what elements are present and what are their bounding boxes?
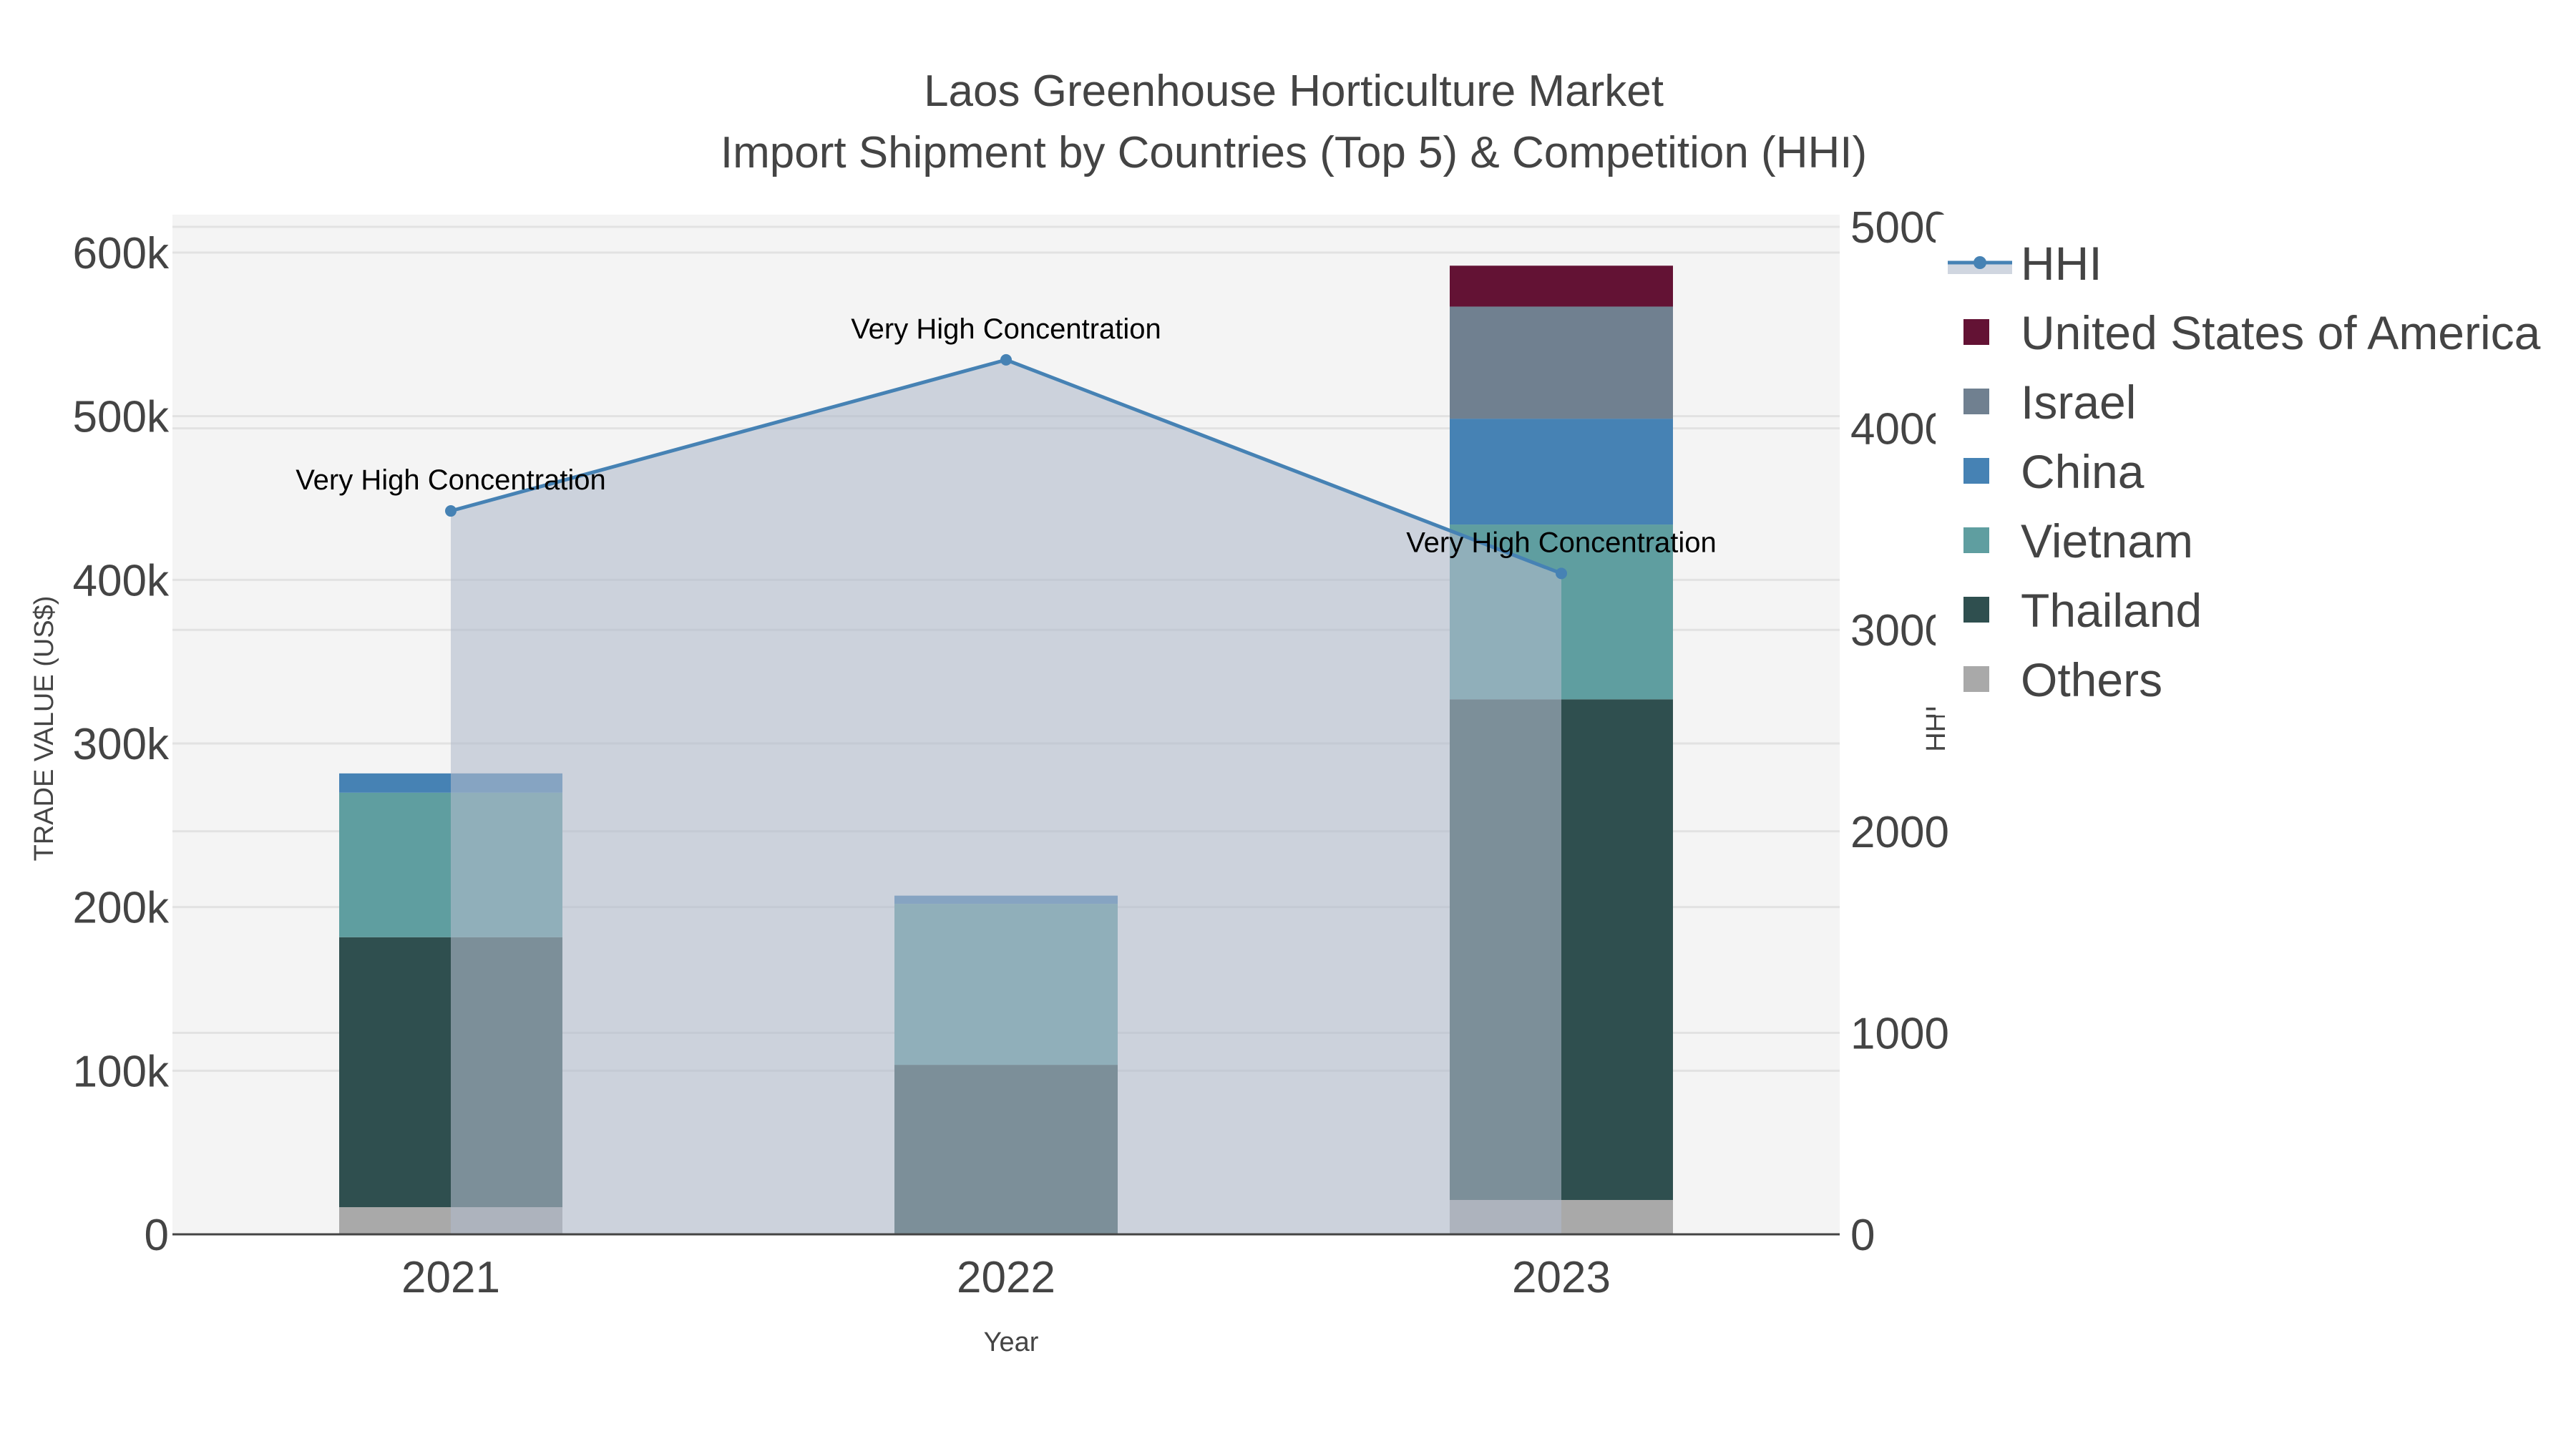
hhi-annotation-2023: Very High Concentration (1406, 527, 1717, 558)
y-right-tick-label: 2000 (1850, 808, 1949, 857)
legend-label: Vietnam (2021, 514, 2193, 567)
y-left-tick-label: 600k (73, 229, 170, 278)
y-right-tick-label: 5000 (1850, 203, 1949, 253)
legend-item-others[interactable]: Others (1963, 653, 2162, 706)
legend-item-israel[interactable]: Israel (1963, 376, 2136, 429)
y-right-tick-label: 0 (1850, 1211, 1875, 1260)
x-tick-label-2022: 2022 (957, 1253, 1055, 1302)
bar-segment-israel-2023[interactable] (1450, 306, 1673, 419)
legend-item-china[interactable]: China (1963, 445, 2145, 498)
legend-swatch-icon (1963, 389, 1989, 414)
y-left-tick-label: 200k (73, 884, 170, 933)
y-left-tick-label: 300k (73, 720, 170, 769)
legend-item-united-states-of-america[interactable]: United States of America (1963, 306, 2541, 359)
right-axis-ticks: 0 1000 2000 3000 4000 5000 (1850, 203, 1949, 1260)
legend-item-hhi[interactable]: HHI (1948, 237, 2102, 290)
legend-background (1936, 215, 2576, 716)
legend-label: Thailand (2021, 584, 2202, 637)
legend-label: Israel (2021, 376, 2136, 429)
hhi-area (451, 359, 1561, 1235)
chart-title-line1: Laos Greenhouse Horticulture Market (924, 67, 1664, 116)
legend-label: HHI (2021, 237, 2102, 290)
bar-segment-united-states-of-america-2023[interactable] (1450, 265, 1673, 307)
legend-swatch-icon (1963, 527, 1989, 553)
hhi-point-2022[interactable] (1000, 353, 1012, 366)
x-tick-label-2021: 2021 (401, 1253, 500, 1302)
hhi-series (445, 353, 1567, 1235)
y-left-tick-label: 400k (73, 556, 170, 605)
hhi-point-2023[interactable] (1556, 567, 1567, 580)
chart-title-line2: Import Shipment by Countries (Top 5) & C… (721, 128, 1867, 177)
bar-segment-china-2023[interactable] (1450, 419, 1673, 525)
legend: HHI United States of America Israel China Vi… (1936, 215, 2576, 716)
legend-marker-icon (1974, 256, 1986, 269)
left-axis-ticks: 0 100k 200k 300k 400k 500k 600k (73, 229, 170, 1260)
legend-item-thailand[interactable]: Thailand (1963, 584, 2202, 637)
legend-label: United States of America (2021, 306, 2541, 359)
y-right-tick-label: 4000 (1850, 405, 1949, 454)
y-right-tick-label: 3000 (1850, 606, 1949, 655)
y-right-tick-label: 1000 (1850, 1009, 1949, 1058)
y-left-axis-title: TRADE VALUE (US$) (29, 596, 59, 862)
legend-label: China (2021, 445, 2145, 498)
legend-swatch-icon (1963, 319, 1989, 345)
legend-swatch-icon (1963, 666, 1989, 692)
hhi-point-2021[interactable] (445, 505, 457, 517)
hhi-annotation-2022: Very High Concentration (851, 313, 1161, 345)
x-axis-title: Year (984, 1327, 1039, 1357)
legend-swatch-icon (1963, 458, 1989, 484)
y-left-tick-label: 500k (73, 393, 170, 442)
hhi-annotations: Very High Concentration Very High Concent… (296, 313, 1717, 558)
legend-label: Others (2021, 653, 2162, 706)
legend-item-vietnam[interactable]: Vietnam (1963, 514, 2193, 567)
y-left-tick-label: 0 (145, 1211, 169, 1260)
legend-swatch-icon (1963, 597, 1989, 623)
x-axis-ticks: 2021 2022 2023 (401, 1253, 1611, 1302)
hhi-annotation-2021: Very High Concentration (296, 464, 606, 496)
y-left-tick-label: 100k (73, 1047, 170, 1096)
x-tick-label-2023: 2023 (1512, 1253, 1611, 1302)
